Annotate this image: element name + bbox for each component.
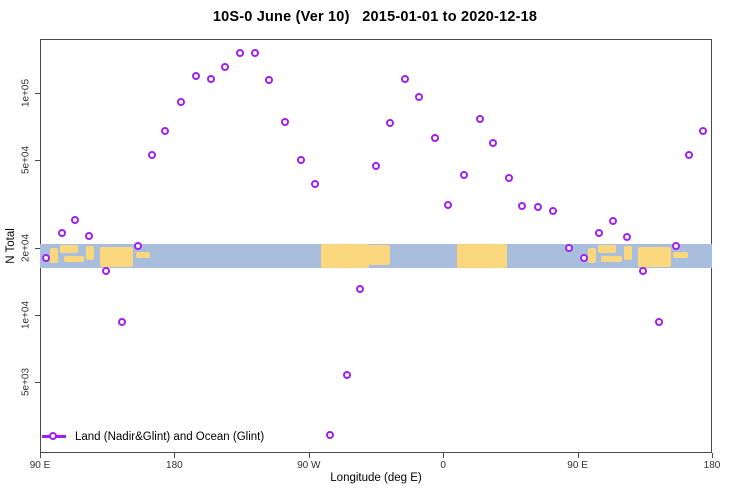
data-point	[206, 75, 215, 84]
data-point	[533, 203, 542, 212]
y-axis-title: N Total	[5, 228, 17, 264]
data-point	[250, 49, 259, 58]
data-point	[355, 284, 364, 293]
chart-title: 10S-0 June (Ver 10) 2015-01-01 to 2020-1…	[212, 9, 538, 25]
data-point	[698, 127, 707, 136]
x-axis-tick-label: 90 E	[567, 460, 588, 471]
data-point	[161, 127, 170, 136]
y-axis-tick-label: 1e+05	[20, 78, 32, 108]
x-axis-tick	[308, 453, 310, 458]
x-axis-title: Longitude (deg E)	[330, 472, 422, 484]
land-patch	[587, 247, 596, 263]
data-point	[342, 371, 351, 380]
y-axis-tick-label: 5e+03	[20, 368, 32, 397]
land-patch	[100, 246, 134, 268]
data-point	[117, 318, 126, 327]
data-point	[385, 119, 394, 128]
y-axis-tick	[35, 382, 40, 384]
data-point	[579, 254, 588, 263]
legend-label: Land (Nadir&Glint) and Ocean (Glint)	[75, 430, 265, 443]
data-point	[296, 156, 305, 165]
y-axis-tick	[35, 159, 40, 161]
data-point	[459, 171, 468, 180]
map-band	[40, 243, 712, 269]
land-patch	[457, 243, 507, 269]
data-point	[488, 139, 497, 148]
data-point	[684, 151, 693, 160]
data-point	[654, 318, 663, 327]
x-axis-tick	[174, 453, 176, 458]
y-axis-tick	[35, 315, 40, 317]
data-point	[475, 115, 484, 124]
data-point	[264, 76, 273, 85]
data-point	[220, 63, 229, 72]
data-point	[608, 217, 617, 226]
data-point	[400, 75, 409, 84]
data-point	[548, 207, 557, 216]
data-point	[310, 180, 319, 189]
land-patch	[623, 245, 632, 261]
legend-point-marker-icon	[49, 431, 57, 440]
data-point	[192, 72, 201, 81]
data-point	[504, 174, 513, 183]
data-point	[638, 267, 647, 276]
data-point	[594, 229, 603, 238]
data-point	[235, 49, 244, 58]
land-patch	[50, 247, 59, 263]
data-point	[42, 254, 51, 263]
data-point	[371, 162, 380, 171]
land-patch	[60, 244, 79, 253]
y-axis-tick-label: 5e+04	[20, 145, 32, 174]
x-axis-tick-label: 180	[703, 460, 721, 471]
data-point	[622, 233, 631, 242]
x-axis-tick-label: 90 E	[29, 460, 51, 471]
data-point	[85, 232, 94, 241]
x-axis-tick-label: 180	[166, 460, 183, 471]
y-axis-tick	[35, 248, 40, 250]
land-patch	[597, 244, 616, 253]
data-point	[102, 267, 111, 276]
data-point	[176, 98, 185, 107]
land-patch	[673, 252, 688, 259]
y-axis-tick-label: 2e+04	[20, 234, 32, 263]
x-axis-tick	[443, 453, 445, 458]
data-point	[58, 228, 67, 237]
data-point	[414, 93, 423, 102]
x-axis-tick	[712, 453, 713, 458]
data-point	[430, 134, 439, 143]
x-axis-tick	[40, 453, 41, 458]
x-axis-tick	[577, 453, 579, 458]
data-point	[147, 151, 156, 160]
land-patch	[63, 255, 85, 262]
y-axis-tick	[35, 93, 40, 94]
data-point	[443, 201, 452, 210]
data-point	[133, 242, 142, 251]
data-point	[280, 118, 289, 127]
data-point	[564, 244, 573, 253]
land-patch	[637, 246, 671, 268]
x-axis-tick-label: 0	[440, 460, 446, 471]
land-patch	[85, 245, 95, 261]
data-point	[71, 216, 80, 225]
land-patch	[601, 255, 622, 262]
land-patch	[136, 252, 151, 259]
data-point	[517, 202, 526, 211]
land-patch	[321, 244, 369, 269]
land-patch	[368, 244, 391, 266]
data-point	[671, 242, 680, 251]
y-axis-tick-label: 1e+04	[20, 301, 32, 330]
x-axis-tick-label: 90 W	[297, 460, 321, 471]
data-point	[325, 431, 334, 440]
